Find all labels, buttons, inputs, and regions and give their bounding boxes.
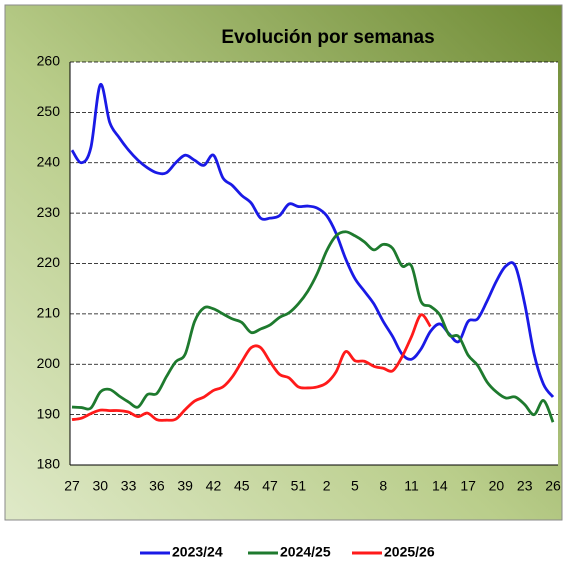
legend-label: 2025/26: [384, 544, 435, 560]
x-tick-label: 17: [460, 478, 476, 494]
x-tick-label: 39: [177, 478, 193, 494]
x-tick-label: 30: [93, 478, 109, 494]
chart-title: Evolución por semanas: [221, 27, 434, 48]
x-tick-label: 8: [379, 478, 387, 494]
x-tick-label: 20: [489, 478, 505, 494]
y-tick-label: 240: [37, 153, 61, 169]
x-tick-label: 47: [262, 478, 278, 494]
x-tick-label: 27: [64, 478, 80, 494]
legend-label: 2024/25: [280, 544, 331, 560]
y-tick-label: 180: [37, 456, 61, 472]
x-tick-label: 42: [206, 478, 222, 494]
x-tick-label: 51: [291, 478, 307, 494]
x-tick-label: 36: [149, 478, 165, 494]
x-tick-label: 14: [432, 478, 448, 494]
y-tick-label: 260: [37, 53, 61, 69]
line-series: [71, 230, 555, 423]
legend-label: 2023/24: [172, 544, 223, 560]
x-tick-label: 26: [545, 478, 561, 494]
x-tick-label: 11: [404, 478, 419, 494]
x-tick-label: 23: [517, 478, 533, 494]
x-tick-label: 2: [323, 478, 331, 494]
y-tick-label: 190: [37, 405, 61, 421]
x-tick-label: 5: [351, 478, 359, 494]
x-tick-label: 45: [234, 478, 250, 494]
y-tick-label: 210: [37, 305, 61, 321]
y-tick-label: 200: [37, 355, 61, 371]
line-series: [70, 83, 555, 398]
y-tick-label: 220: [37, 254, 61, 270]
x-tick-label: 33: [121, 478, 137, 494]
y-tick-label: 250: [37, 103, 61, 119]
line-series: [71, 313, 432, 422]
y-tick-label: 230: [37, 204, 61, 220]
